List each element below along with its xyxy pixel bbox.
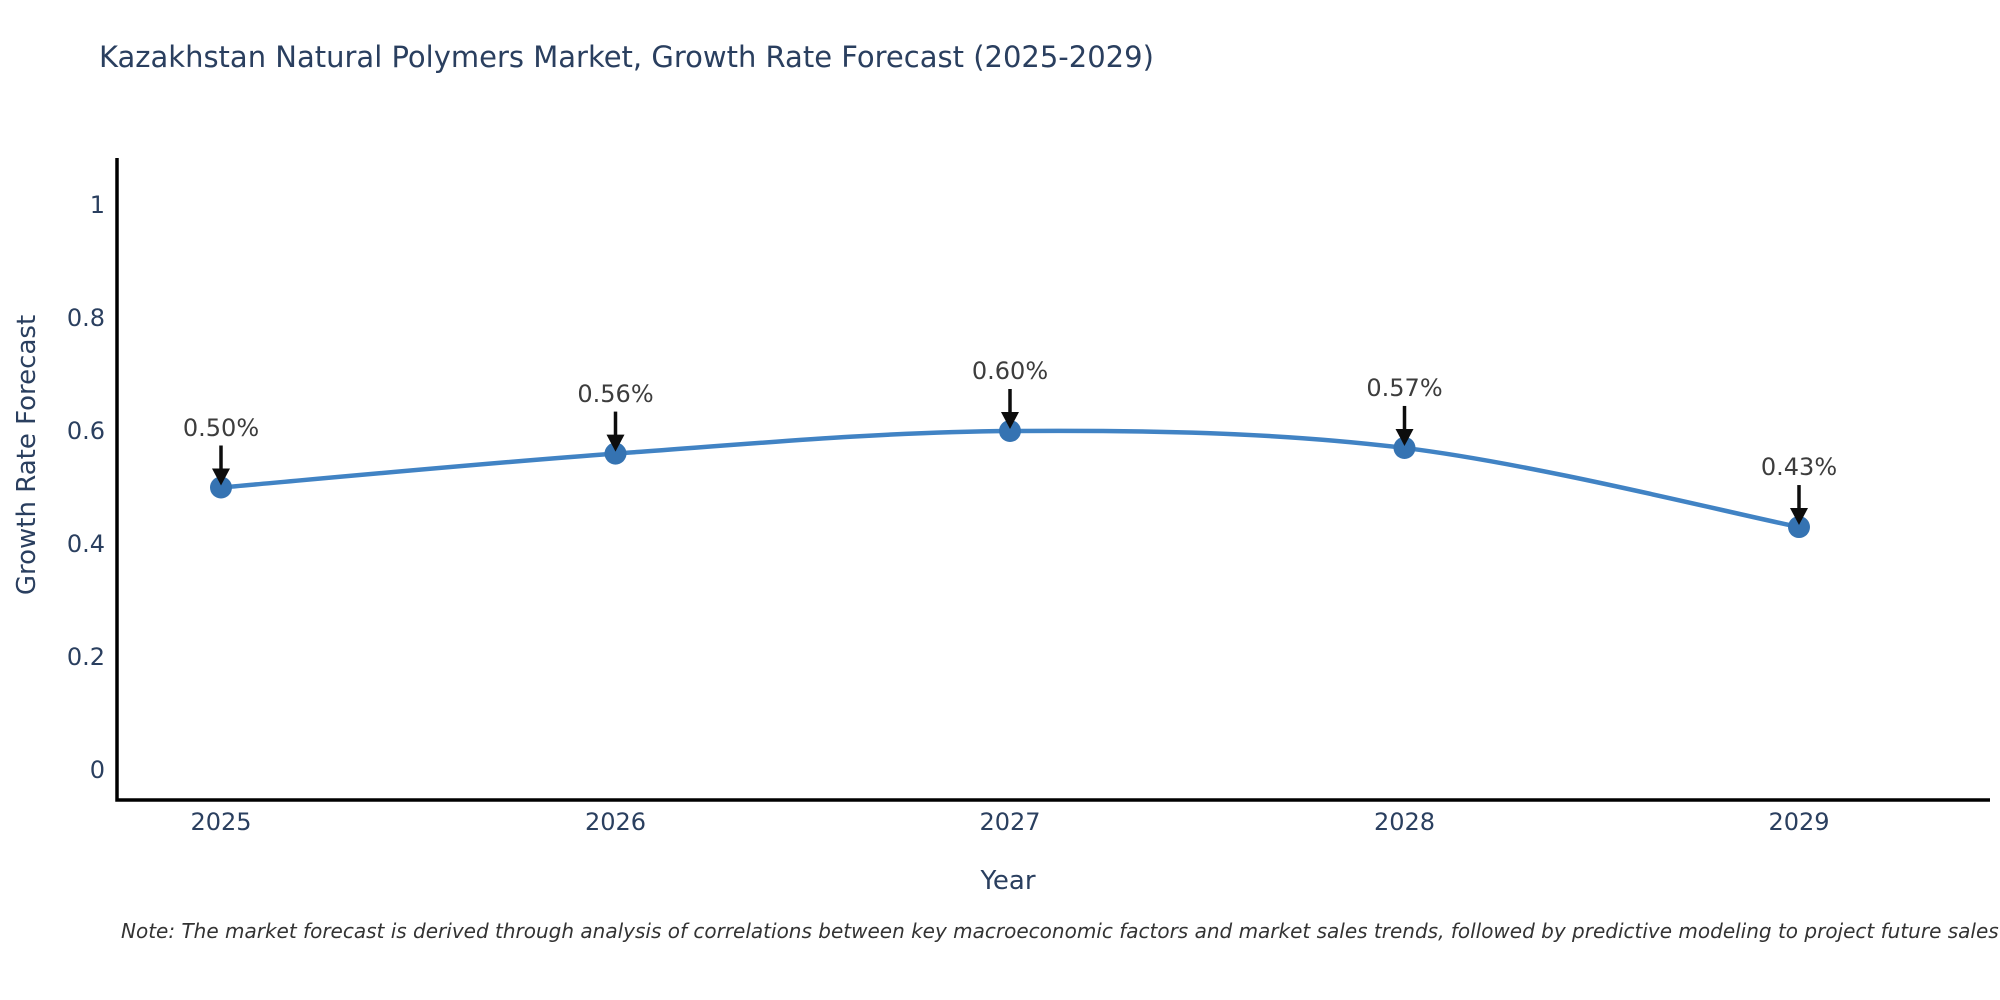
data-point-marker[interactable]	[604, 442, 627, 465]
data-point-marker[interactable]	[1393, 436, 1416, 459]
x-axis-title: Year	[980, 866, 1036, 896]
y-tick-label: 0.8	[66, 304, 105, 332]
data-point-marker[interactable]	[1788, 516, 1810, 539]
point-annotation: 0.57%	[1366, 373, 1443, 402]
x-tick-label: 2027	[979, 808, 1041, 836]
y-tick-label: 0.4	[66, 530, 105, 558]
x-tick-label: 2025	[190, 808, 252, 836]
x-tick-label: 2029	[1768, 808, 1830, 836]
annotation-arrowhead	[1790, 508, 1808, 526]
forecast-line	[218, 428, 1802, 530]
annotation-arrowhead	[1001, 412, 1019, 429]
point-annotation: 0.60%	[971, 357, 1049, 385]
data-point-marker[interactable]	[999, 420, 1021, 442]
annotation-arrowhead	[606, 434, 625, 452]
y-tick-label: 0.2	[66, 643, 105, 671]
data-point-marker[interactable]	[210, 476, 232, 499]
annotation-arrowhead	[1395, 428, 1414, 446]
y-tick-label: 0	[89, 756, 105, 784]
x-tick-label: 2028	[1373, 808, 1436, 836]
point-annotation: 0.43%	[1760, 453, 1838, 482]
chart-title: Kazakhstan Natural Polymers Market, Grow…	[99, 40, 1154, 74]
y-tick-label: 0.6	[66, 417, 105, 445]
footnote: Note: The market forecast is derived thr…	[121, 919, 1999, 943]
point-annotation: 0.56%	[577, 379, 654, 408]
x-tick-label: 2026	[584, 808, 647, 836]
annotation-arrowhead	[212, 468, 230, 486]
point-annotation: 0.50%	[182, 413, 260, 442]
axis-lines	[115, 158, 1990, 802]
y-tick-label: 1	[89, 191, 105, 219]
